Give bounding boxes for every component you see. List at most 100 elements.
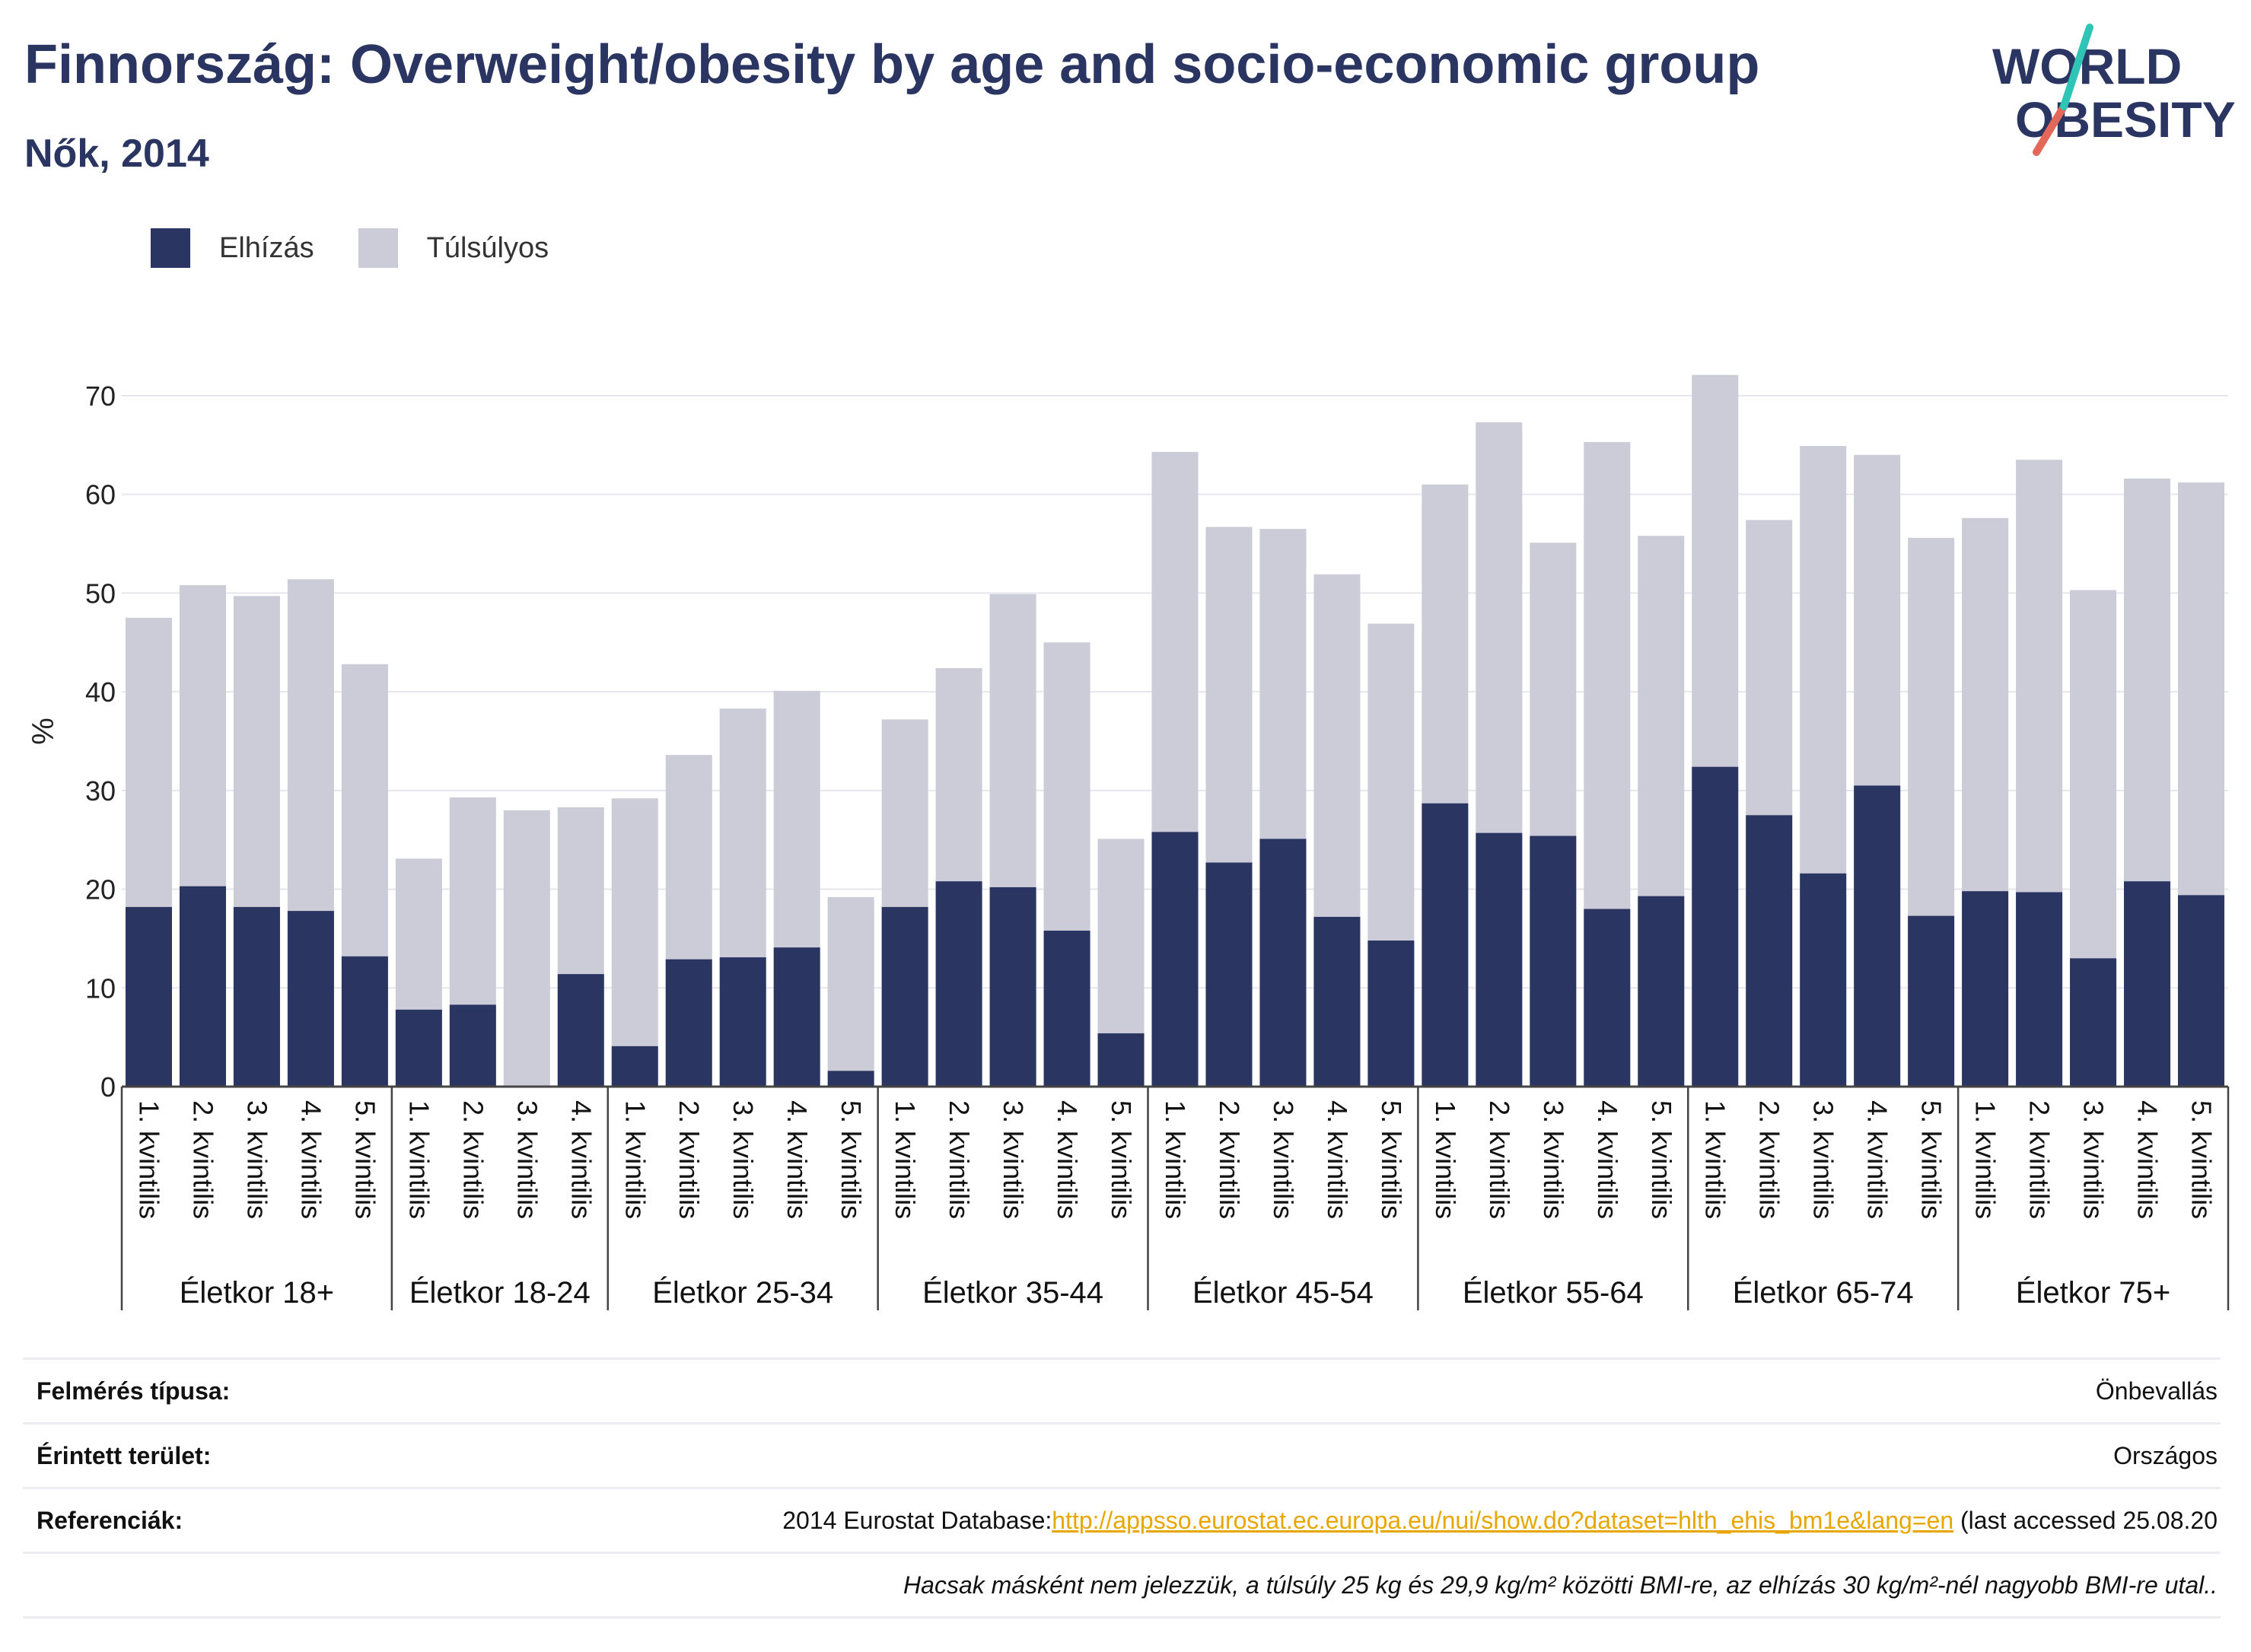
bar-overweight [1205, 527, 1253, 863]
y-tick-label: 20 [85, 874, 116, 906]
group-label: Életkor 55-64 [1463, 1275, 1644, 1310]
group-label: Életkor 65-74 [1733, 1275, 1914, 1310]
bar-overweight [827, 896, 874, 1071]
y-tick-label: 70 [85, 380, 116, 412]
bar-obesity [1151, 832, 1199, 1087]
y-tick-label: 60 [85, 479, 116, 511]
bar-obesity [125, 906, 173, 1087]
bar-overweight [773, 690, 820, 948]
bar-overweight [1908, 537, 1955, 916]
bar-obesity [1854, 785, 1901, 1087]
bar-obesity [2124, 881, 2171, 1087]
meta-survey-value: Önbevallás [2095, 1377, 2218, 1405]
bar-obesity [233, 906, 280, 1087]
bar-obesity [1313, 916, 1361, 1087]
group-label: Életkor 45-54 [1192, 1275, 1374, 1310]
x-tick-label: 4. kvintilis [295, 1100, 326, 1219]
bar-obesity [287, 911, 334, 1087]
x-tick-label: 3. kvintilis [1808, 1100, 1839, 1219]
bar-obesity [1584, 909, 1631, 1087]
bar-obesity [719, 957, 766, 1087]
bar-overweight [503, 810, 550, 1087]
bar-obesity [881, 906, 928, 1087]
bar-overweight [1854, 454, 1901, 786]
group-label: Életkor 75+ [2016, 1275, 2170, 1310]
x-tick-label: 2. kvintilis [673, 1100, 705, 1219]
group-label: Életkor 18+ [180, 1275, 334, 1310]
bar-overweight [1367, 623, 1415, 941]
y-tick-label: 10 [85, 972, 116, 1004]
bar-overweight [1259, 529, 1307, 839]
x-tick-label: 3. kvintilis [2078, 1100, 2109, 1219]
x-tick-label: 5. kvintilis [836, 1100, 867, 1219]
bar-obesity [1097, 1033, 1145, 1087]
x-tick-label: 3. kvintilis [1538, 1100, 1569, 1219]
bar-obesity [935, 881, 982, 1087]
x-tick-label: 2. kvintilis [187, 1100, 218, 1219]
bar-overweight [287, 579, 334, 912]
reference-link[interactable]: http://appsso.eurostat.ec.europa.eu/nui/… [1052, 1506, 1954, 1534]
x-tick-label: 4. kvintilis [1592, 1100, 1623, 1219]
legend-swatch-overweight [358, 228, 398, 268]
bar-obesity [1205, 862, 1253, 1087]
stacked-bar-chart: 0 10 20 30 40 50 60 70% 1. kvintilis 2. kvintilis… [27, 374, 2230, 1310]
x-tick-label: 3. kvintilis [241, 1100, 272, 1219]
x-tick-label: 5. kvintilis [1646, 1100, 1677, 1219]
x-tick-label: 5. kvintilis [1916, 1100, 1947, 1219]
bar-obesity [2070, 958, 2117, 1087]
meta-ref-label: Referenciák: [37, 1506, 183, 1534]
bar-overweight [1097, 839, 1145, 1033]
x-tick-label: 1. kvintilis [133, 1100, 164, 1219]
x-tick-label: 1. kvintilis [403, 1100, 435, 1219]
meta-survey-label: Felmérés típusa: [37, 1377, 231, 1405]
x-tick-label: 5. kvintilis [1376, 1100, 1407, 1219]
legend-label-obesity: Elhízás [219, 231, 314, 264]
world-obesity-logo: WORLD OBESITY [1979, 21, 2237, 166]
bar-overweight [1530, 543, 1577, 836]
bar-overweight [1313, 574, 1361, 917]
bar-overweight [665, 755, 712, 960]
group-label: Életkor 35-44 [922, 1275, 1103, 1310]
legend-label-overweight: Túlsúlyos [426, 231, 549, 264]
x-tick-label: 4. kvintilis [2132, 1100, 2163, 1219]
bar-obesity [1746, 815, 1793, 1087]
bar-overweight [935, 667, 982, 882]
x-tick-label: 1. kvintilis [619, 1100, 651, 1219]
x-tick-label: 3. kvintilis [728, 1100, 759, 1219]
x-tick-label: 4. kvintilis [1052, 1100, 1083, 1219]
x-tick-label: 1. kvintilis [1970, 1100, 2001, 1219]
metadata-table: Felmérés típusa: Önbevallás Érintett ter… [23, 1358, 2221, 1619]
legend-item-overweight[interactable]: Túlsúlyos [358, 228, 549, 268]
bar-obesity [449, 1004, 496, 1087]
bar-obesity [341, 956, 388, 1087]
bar-overweight [1962, 517, 2009, 892]
bar-overweight [1043, 642, 1090, 931]
x-tick-label: 4. kvintilis [1862, 1100, 1893, 1219]
bar-obesity [179, 886, 226, 1087]
bar-obesity [1530, 836, 1577, 1087]
meta-area-label: Érintett terület: [37, 1441, 212, 1469]
legend-swatch-obesity [151, 228, 190, 268]
x-tick-label: 5. kvintilis [349, 1100, 380, 1219]
bar-obesity [665, 959, 712, 1087]
bar-obesity [1692, 766, 1739, 1087]
x-tick-label: 1. kvintilis [1700, 1100, 1731, 1219]
bar-obesity [2016, 892, 2063, 1087]
y-tick-label: 50 [85, 578, 116, 609]
meta-row-references: Referenciák: 2014 Eurostat Database:http… [23, 1487, 2221, 1552]
bar-overweight [989, 594, 1036, 887]
x-tick-label: 2. kvintilis [457, 1100, 489, 1219]
bar-overweight [1746, 520, 1793, 816]
bar-obesity [1043, 931, 1090, 1087]
group-label: Életkor 18-24 [409, 1275, 591, 1310]
meta-ref-prefix: 2014 Eurostat Database: [782, 1506, 1052, 1534]
legend-item-obesity[interactable]: Elhízás [151, 228, 314, 268]
bar-overweight [233, 596, 280, 907]
bar-overweight [2177, 482, 2225, 896]
x-tick-label: 2. kvintilis [944, 1100, 975, 1219]
bar-overweight [449, 797, 496, 1005]
x-tick-label: 4. kvintilis [782, 1100, 813, 1219]
bar-overweight [611, 798, 658, 1046]
x-tick-label: 3. kvintilis [1268, 1100, 1299, 1219]
x-tick-label: 2. kvintilis [2024, 1100, 2055, 1219]
